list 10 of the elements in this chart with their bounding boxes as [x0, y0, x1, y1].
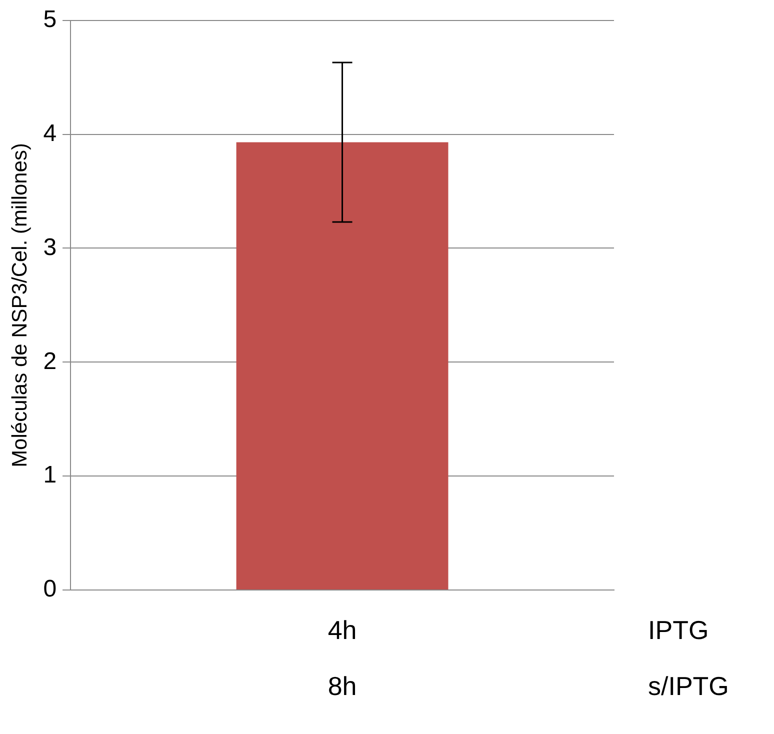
y-tick-label: 0 [43, 576, 57, 603]
y-tick-label: 2 [43, 348, 57, 375]
y-tick-label: 3 [43, 234, 57, 261]
text: s/IPTG [648, 671, 729, 702]
text: IPTG [648, 615, 709, 646]
y-tick-label: 5 [43, 6, 57, 34]
y-tick-label: 1 [43, 462, 57, 489]
x-tick-label: 4h 8h [328, 615, 357, 702]
y-tick-label: 4 [43, 120, 57, 147]
y-axis-title: Moléculas de NSP3/Cel. (millones) [8, 142, 32, 468]
